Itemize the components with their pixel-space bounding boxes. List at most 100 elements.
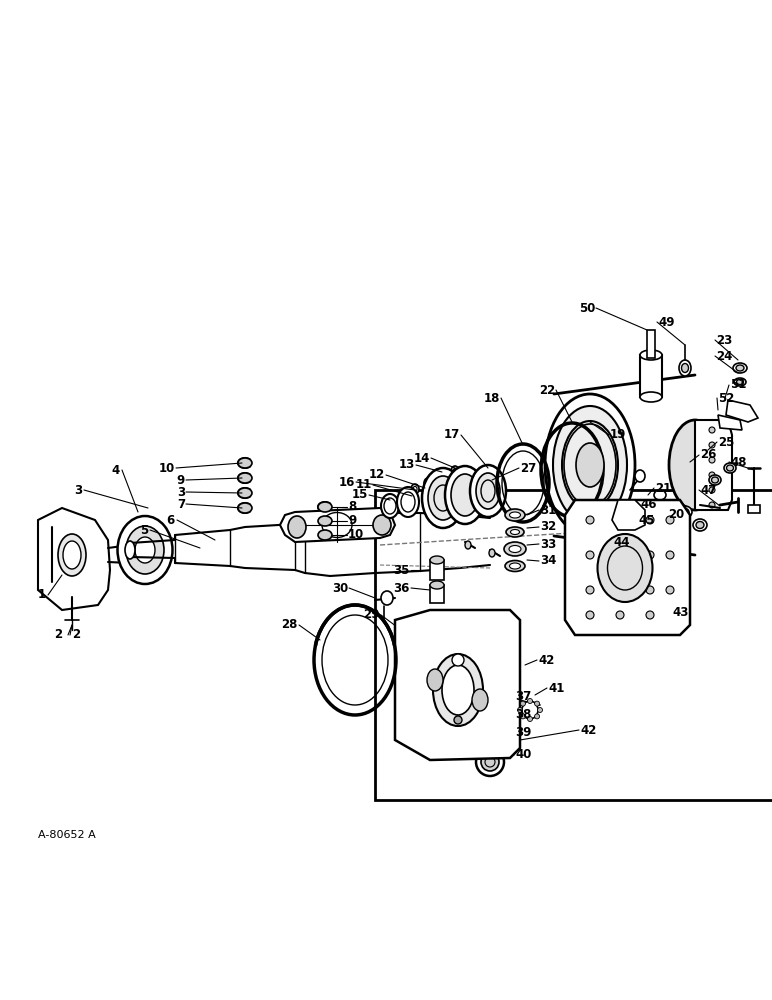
Ellipse shape xyxy=(445,466,485,524)
Text: 7: 7 xyxy=(177,497,185,510)
Ellipse shape xyxy=(733,363,747,373)
Ellipse shape xyxy=(485,695,495,701)
Polygon shape xyxy=(280,508,395,542)
Polygon shape xyxy=(718,415,742,430)
Text: 12: 12 xyxy=(369,468,385,482)
Ellipse shape xyxy=(433,654,483,726)
Ellipse shape xyxy=(476,748,504,776)
Bar xyxy=(748,505,760,513)
Text: 22: 22 xyxy=(539,383,555,396)
Text: 10: 10 xyxy=(159,462,175,475)
Ellipse shape xyxy=(318,516,332,526)
Text: 21: 21 xyxy=(655,482,671,494)
Ellipse shape xyxy=(666,551,674,559)
Text: 52: 52 xyxy=(718,391,734,404)
Text: 2: 2 xyxy=(72,629,80,642)
Text: 9: 9 xyxy=(348,514,356,528)
Ellipse shape xyxy=(381,494,399,518)
Ellipse shape xyxy=(510,563,520,569)
Ellipse shape xyxy=(678,506,692,518)
Ellipse shape xyxy=(506,527,524,537)
Ellipse shape xyxy=(58,534,86,576)
Ellipse shape xyxy=(476,473,500,509)
Ellipse shape xyxy=(483,729,497,739)
Ellipse shape xyxy=(413,487,417,491)
Text: 20: 20 xyxy=(668,508,684,522)
Ellipse shape xyxy=(522,701,538,719)
Ellipse shape xyxy=(527,698,533,704)
Text: 28: 28 xyxy=(282,618,298,632)
Ellipse shape xyxy=(489,549,495,557)
Text: 33: 33 xyxy=(540,538,557,550)
Text: 48: 48 xyxy=(730,456,747,468)
Text: 13: 13 xyxy=(399,458,415,472)
Ellipse shape xyxy=(646,586,654,594)
Text: 6: 6 xyxy=(167,514,175,526)
Ellipse shape xyxy=(640,350,662,360)
Ellipse shape xyxy=(520,701,526,706)
Bar xyxy=(430,585,444,603)
Ellipse shape xyxy=(411,484,419,494)
Text: 16: 16 xyxy=(339,476,355,488)
Text: 29: 29 xyxy=(364,608,380,621)
Ellipse shape xyxy=(481,692,499,704)
Ellipse shape xyxy=(426,481,430,486)
Ellipse shape xyxy=(472,689,488,711)
Text: 43: 43 xyxy=(672,605,689,618)
Ellipse shape xyxy=(424,478,432,488)
Text: 38: 38 xyxy=(515,708,531,722)
Text: 9: 9 xyxy=(177,474,185,487)
Text: 50: 50 xyxy=(579,302,595,314)
Ellipse shape xyxy=(635,470,645,482)
Ellipse shape xyxy=(452,654,464,666)
Ellipse shape xyxy=(63,541,81,569)
Text: 51: 51 xyxy=(730,378,747,391)
Ellipse shape xyxy=(454,716,462,724)
Ellipse shape xyxy=(696,522,704,528)
Text: 24: 24 xyxy=(716,350,733,362)
Ellipse shape xyxy=(666,516,674,524)
Ellipse shape xyxy=(734,378,746,386)
Ellipse shape xyxy=(537,708,543,712)
Polygon shape xyxy=(395,610,520,760)
Ellipse shape xyxy=(438,472,446,482)
Text: 37: 37 xyxy=(515,690,531,704)
Ellipse shape xyxy=(616,586,624,594)
Text: 25: 25 xyxy=(718,436,734,448)
Ellipse shape xyxy=(238,488,252,498)
Ellipse shape xyxy=(480,710,500,722)
Ellipse shape xyxy=(442,665,474,715)
Ellipse shape xyxy=(693,519,707,531)
Ellipse shape xyxy=(709,502,715,508)
Ellipse shape xyxy=(616,551,624,559)
Ellipse shape xyxy=(682,363,689,372)
Text: 23: 23 xyxy=(716,334,733,347)
Text: 27: 27 xyxy=(520,462,537,475)
Polygon shape xyxy=(726,400,758,422)
Text: 2: 2 xyxy=(54,629,62,642)
Ellipse shape xyxy=(504,542,526,556)
Bar xyxy=(412,670,424,678)
Text: 35: 35 xyxy=(394,564,410,576)
Text: 18: 18 xyxy=(483,391,500,404)
Text: 8: 8 xyxy=(348,500,356,514)
Bar xyxy=(640,355,662,397)
Ellipse shape xyxy=(709,487,715,493)
Ellipse shape xyxy=(669,420,721,510)
Text: 40: 40 xyxy=(515,748,531,762)
Ellipse shape xyxy=(646,611,654,619)
Ellipse shape xyxy=(534,714,540,719)
Text: 15: 15 xyxy=(351,488,368,502)
Ellipse shape xyxy=(534,701,540,706)
Text: 10: 10 xyxy=(348,528,364,542)
Text: 42: 42 xyxy=(538,654,554,666)
Polygon shape xyxy=(612,500,645,530)
Ellipse shape xyxy=(465,541,471,549)
Text: 44: 44 xyxy=(613,536,629,548)
Ellipse shape xyxy=(453,468,457,474)
Ellipse shape xyxy=(654,490,666,500)
Ellipse shape xyxy=(413,635,423,649)
Ellipse shape xyxy=(428,476,458,520)
Ellipse shape xyxy=(126,526,164,574)
Ellipse shape xyxy=(726,465,733,471)
